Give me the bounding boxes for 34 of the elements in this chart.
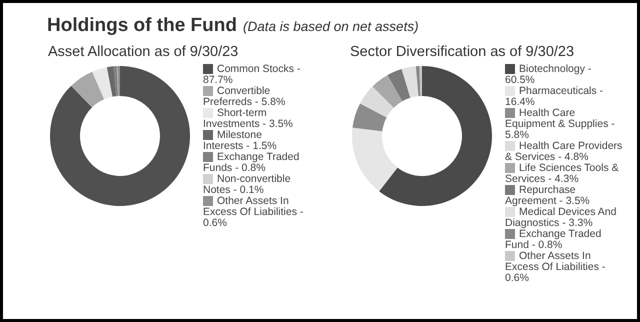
donut-slice — [352, 128, 398, 192]
legend-label: Biotechnology - 60.5% — [505, 63, 592, 86]
donut-slice — [113, 66, 118, 96]
donut-slice — [50, 66, 190, 206]
chart-title: Sector Diversification as of 9/30/23 — [350, 44, 576, 60]
legend-label: Health Care Equipment & Supplies - 5.8% — [505, 107, 615, 141]
legend-label: Convertible Preferreds - 5.8% — [203, 85, 286, 108]
donut-slice — [106, 66, 116, 97]
legend-label: Other Assets In Excess Of Liabilities - 0.6% — [505, 250, 606, 284]
donut-slice — [92, 67, 113, 100]
text: Holdings of the Fund — [47, 15, 237, 36]
legend-label: Common Stocks - 87.7% — [203, 63, 300, 86]
donut-slice — [71, 72, 104, 108]
legend-label: Short-term Investments - 3.5% — [203, 107, 293, 130]
legend-label: Health Care Providers & Services - 4.8% — [505, 140, 622, 163]
legend-label: Pharmaceuticals - 16.4% — [505, 85, 604, 108]
legend-label: Repurchase Agreement - 3.5% — [505, 184, 590, 207]
legend-label: Non-convertible Notes - 0.1% — [203, 173, 291, 196]
donut-slice — [416, 66, 420, 96]
legend-label: Exchange Traded Fund - 0.8% — [505, 228, 602, 251]
donut-slice — [402, 66, 418, 98]
legend-label: Exchange Traded Funds - 0.8% — [203, 151, 300, 174]
legend-label: Other Assets In Excess Of Liabilities - 0.6% — [203, 195, 304, 229]
chart-title: Asset Allocation as of 9/30/23 — [48, 44, 240, 60]
legend-label: Life Sciences Tools & Services - 4.3% — [505, 162, 619, 185]
legend-label: Milestone Interests - 1.5% — [203, 129, 277, 152]
donut-slice — [352, 103, 387, 132]
donut-slice — [360, 86, 394, 118]
text: (Data is based on net assets) — [242, 19, 419, 34]
donut-slice — [419, 66, 422, 96]
legend-label: Medical Devices And Diagnostics - 3.3% — [505, 206, 616, 229]
donut-slice — [372, 75, 402, 108]
donut-slice — [388, 69, 410, 102]
donut-slice — [379, 66, 492, 206]
